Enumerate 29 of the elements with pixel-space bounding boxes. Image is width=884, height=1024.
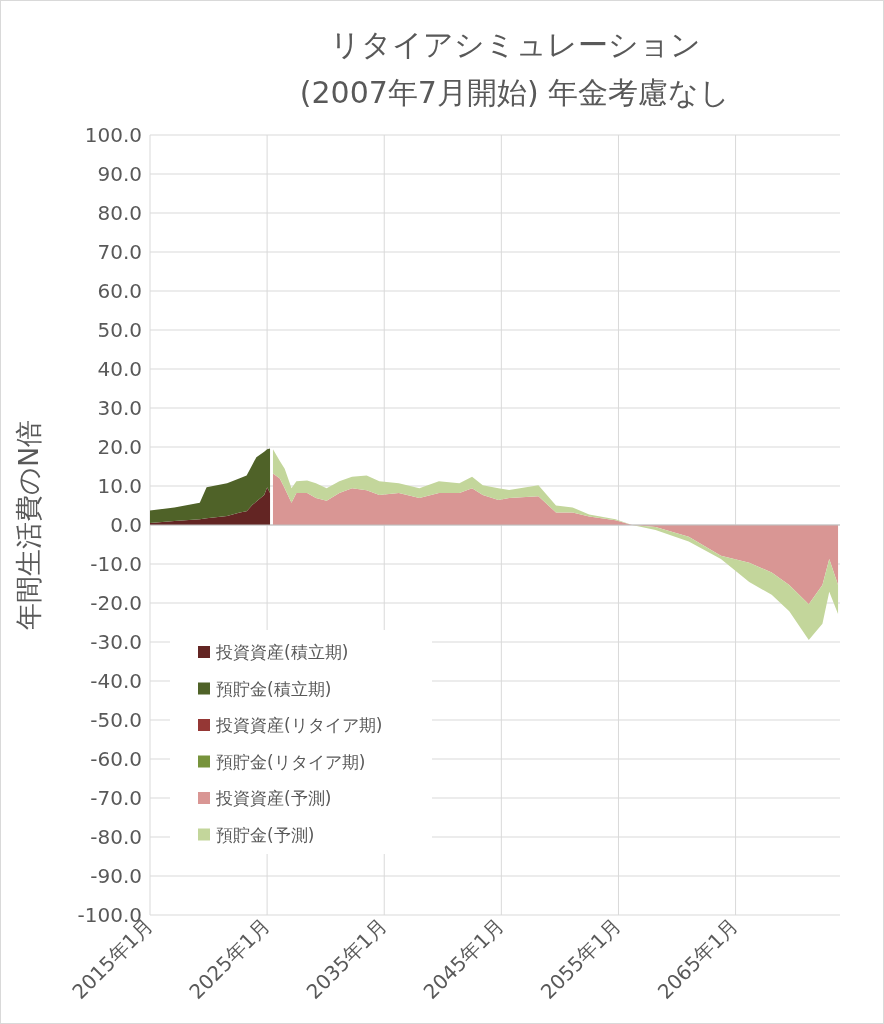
y-tick-label: -90.0 — [90, 864, 142, 888]
legend-label: 預貯金(予測) — [216, 824, 315, 845]
y-tick-label: 50.0 — [97, 318, 142, 342]
y-tick-label: 80.0 — [97, 201, 142, 225]
y-tick-label: 0.0 — [110, 513, 142, 537]
y-tick-label: 70.0 — [97, 240, 142, 264]
legend-label: 投資資産(積立期) — [215, 642, 349, 662]
y-tick-label: 40.0 — [97, 357, 142, 381]
y-axis-title: 年間生活費のN倍 — [13, 419, 44, 631]
y-tick-label: -10.0 — [90, 552, 142, 576]
chart-subtitle: (2007年7月開始) 年金考慮なし — [299, 75, 731, 110]
legend-label: 投資資産(予測) — [215, 788, 332, 808]
y-tick-label: -60.0 — [90, 747, 142, 771]
chart-title: リタイアシミュレーション — [329, 27, 701, 62]
y-tick-label: -70.0 — [90, 786, 142, 810]
y-tick-label: 100.0 — [84, 123, 142, 147]
y-tick-label: -80.0 — [90, 825, 142, 849]
legend-label: 預貯金(リタイア期) — [216, 751, 366, 772]
y-tick-label: 90.0 — [97, 162, 142, 186]
y-tick-label: -40.0 — [90, 669, 142, 693]
legend-label: 預貯金(積立期) — [216, 678, 332, 699]
y-tick-label: 20.0 — [97, 435, 142, 459]
y-tick-label: 30.0 — [97, 396, 142, 420]
y-tick-label: -30.0 — [90, 630, 142, 654]
y-tick-label: -50.0 — [90, 708, 142, 732]
legend-label: 投資資産(リタイア期) — [215, 715, 383, 735]
y-tick-label: -20.0 — [90, 591, 142, 615]
y-tick-label: 60.0 — [97, 279, 142, 303]
y-tick-label: 10.0 — [97, 474, 142, 498]
